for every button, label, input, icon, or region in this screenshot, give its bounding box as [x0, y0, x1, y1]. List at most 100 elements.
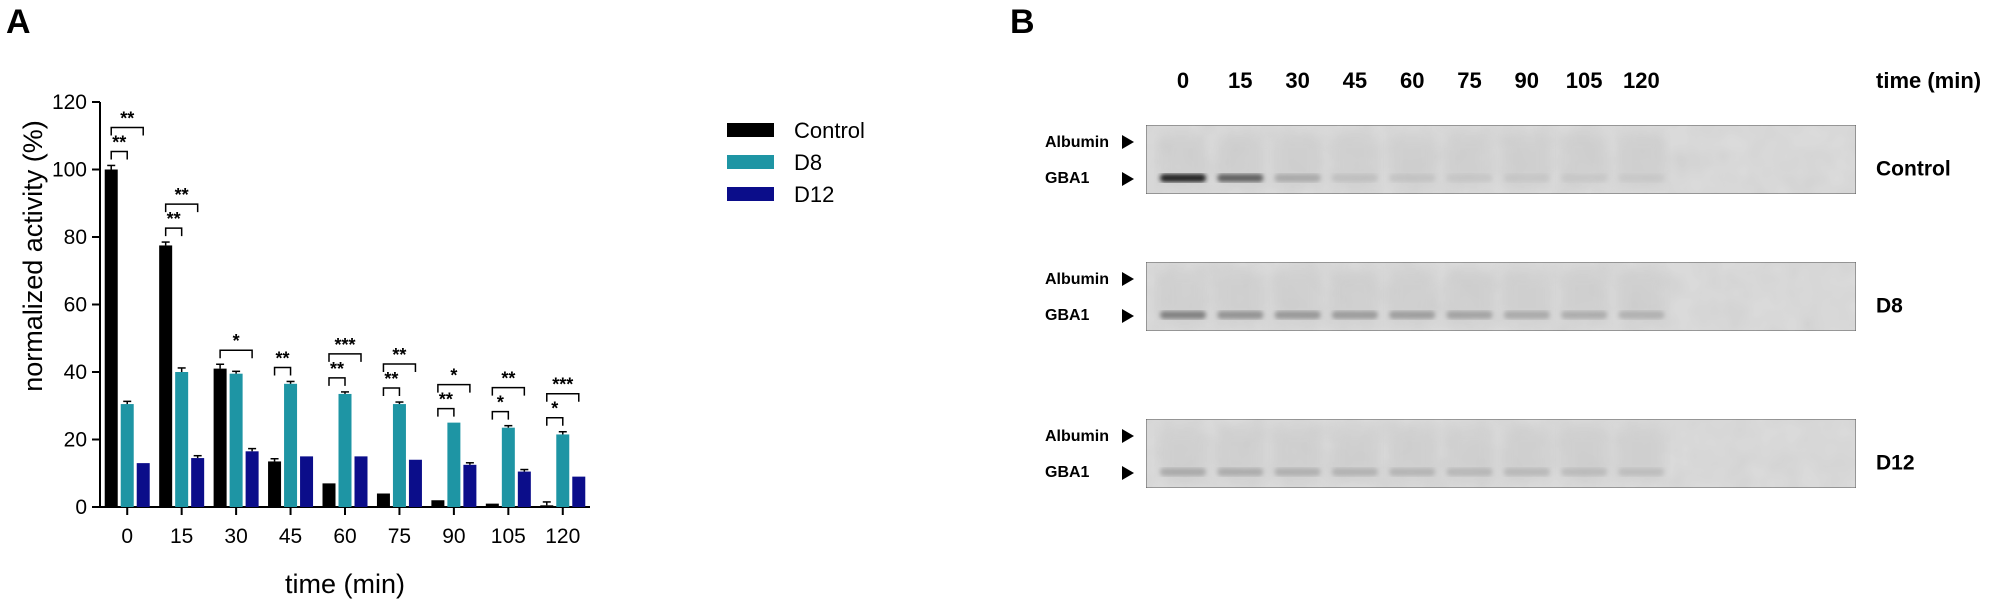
bar-d8-90 [447, 422, 461, 507]
blot-condition-label: Control [1876, 158, 1951, 181]
blot-row-control: Albumin GBA1 Control [1045, 124, 1951, 195]
blot-time-label: 15 [1228, 68, 1252, 93]
bar-control-120 [540, 505, 554, 507]
gba1-band [1446, 311, 1493, 319]
legend-label-d12: D12 [794, 182, 834, 207]
blot-lane [1560, 270, 1609, 323]
blot-membrane [1145, 418, 1857, 489]
blot-lane [1388, 427, 1437, 480]
bar-d12-15 [191, 458, 205, 507]
blot-lane [1159, 427, 1207, 480]
gba1-band [1217, 311, 1264, 319]
panel-a-label: A [6, 3, 31, 41]
bar-control-30 [213, 368, 227, 507]
blot-membrane [1145, 261, 1857, 332]
bar-d8-0 [120, 404, 134, 507]
bar-d8-45 [284, 383, 298, 507]
albumin-label: Albumin [1045, 271, 1109, 288]
bar-d8-30 [229, 373, 243, 507]
gba1-band [1217, 174, 1264, 182]
y-axis: 0 20 40 60 80 100 120 [52, 91, 101, 519]
blot-time-label: 60 [1400, 68, 1424, 93]
blot-lane [1445, 133, 1494, 186]
significance-bracket [437, 407, 455, 417]
albumin-label: Albumin [1045, 428, 1109, 445]
significance-label: ** [501, 369, 515, 389]
y-tick-label: 60 [64, 294, 87, 317]
significance-label: * [233, 331, 240, 351]
significance-bracket [164, 203, 199, 213]
blot-lane [1216, 270, 1265, 323]
blot-membrane [1145, 124, 1857, 195]
significance-bracket [328, 377, 346, 386]
gba1-label: GBA1 [1045, 307, 1090, 324]
blot-lane [1330, 133, 1379, 186]
gba1-band [1331, 468, 1378, 476]
significance-bracket [328, 353, 362, 362]
gba1-band [1618, 468, 1665, 476]
panel-b-label: B [1010, 3, 1035, 41]
gba1-band [1331, 311, 1378, 319]
blot-lane [1502, 270, 1551, 323]
blot-lane [1273, 270, 1322, 323]
significance-bracket [491, 386, 526, 396]
gba1-band [1503, 311, 1550, 319]
gba1-label: GBA1 [1045, 170, 1090, 187]
bar-d12-90 [463, 464, 477, 507]
significance-bracket [546, 392, 580, 402]
significance-label: *** [334, 335, 355, 355]
blot-rows: Albumin GBA1 Control Albumin GBA1 D8 Albumin GB… [1045, 124, 1951, 489]
bar-d12-120 [572, 476, 586, 507]
blot-row-d12: Albumin GBA1 D12 [1045, 418, 1915, 489]
bar-control-105 [485, 503, 499, 507]
albumin-arrow-icon [1122, 429, 1134, 443]
significance-brackets: ****************************** [110, 108, 580, 426]
gba1-label: GBA1 [1045, 464, 1090, 481]
x-tick-label: 90 [442, 525, 465, 548]
blot-lane [1216, 133, 1265, 186]
blot-lane [1617, 427, 1666, 480]
y-axis-title: normalized activity (%) [18, 120, 48, 392]
blot-lane [1159, 270, 1207, 323]
x-tick-label: 45 [279, 525, 302, 548]
bar-d12-60 [354, 456, 368, 507]
gba1-band [1389, 174, 1436, 182]
significance-bracket [110, 126, 144, 136]
gba1-band [1274, 174, 1321, 182]
gba1-band [1389, 468, 1436, 476]
blot-lane [1445, 427, 1494, 480]
gba1-band [1274, 311, 1321, 319]
significance-label: ** [112, 132, 126, 152]
significance-label: ** [167, 209, 181, 229]
gba1-band [1446, 468, 1493, 476]
gba1-arrow-icon [1122, 172, 1134, 186]
significance-label: ** [175, 185, 189, 205]
bar-d12-75 [408, 459, 422, 507]
y-tick-label: 100 [52, 159, 87, 182]
blot-condition-label: D8 [1876, 295, 1903, 318]
significance-bracket [382, 387, 401, 397]
blot-time-label: 75 [1457, 68, 1481, 93]
blot-lane [1388, 270, 1437, 323]
bar-d12-0 [136, 463, 150, 507]
significance-bracket [491, 410, 510, 420]
legend-label-control: Control [794, 118, 865, 143]
gba1-band [1446, 174, 1493, 182]
x-tick-label: 0 [121, 525, 133, 548]
bar-d8-75 [392, 404, 406, 507]
blot-lane [1617, 270, 1666, 323]
blot-time-label: 45 [1343, 68, 1367, 93]
blot-time-label: 120 [1623, 68, 1660, 93]
significance-bracket [164, 227, 183, 237]
gba1-arrow-icon [1122, 309, 1134, 323]
bar-d8-120 [556, 434, 570, 507]
y-tick-label: 80 [64, 226, 87, 249]
gba1-band [1160, 311, 1206, 319]
significance-label: *** [552, 375, 573, 395]
bar-d8-105 [501, 427, 515, 507]
bar-d8-60 [338, 393, 352, 507]
legend-label-d8: D8 [794, 150, 822, 175]
y-tick-label: 0 [75, 496, 87, 519]
